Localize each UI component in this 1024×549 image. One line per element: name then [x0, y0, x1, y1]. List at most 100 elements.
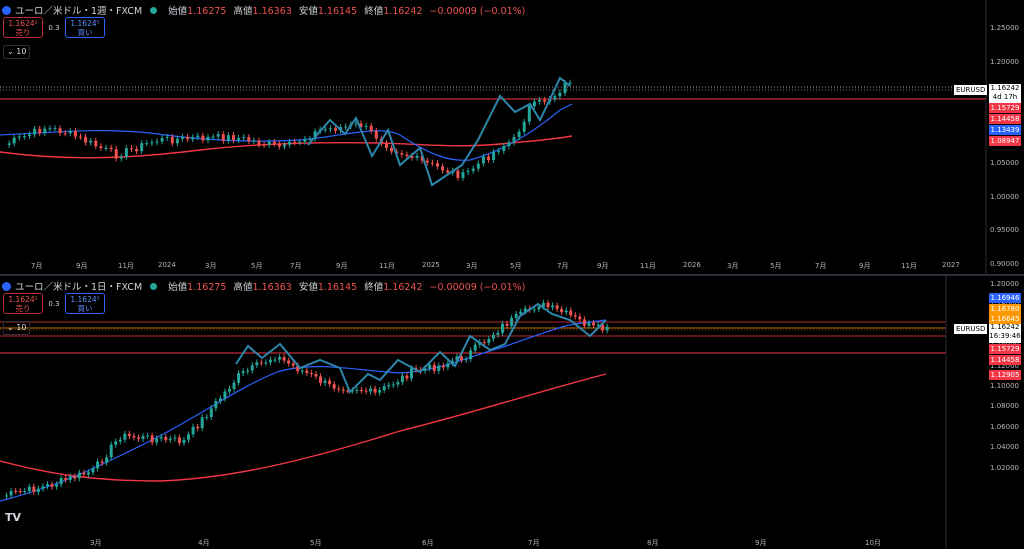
candle-body — [242, 137, 246, 139]
candle-body — [68, 476, 72, 480]
candle-body — [592, 322, 595, 326]
candle-body — [79, 136, 82, 138]
candle-body — [201, 135, 205, 141]
tradingview-logo[interactable]: TV — [5, 511, 22, 524]
weekly-chart-canvas[interactable] — [0, 0, 1024, 274]
candle-body — [118, 439, 122, 442]
candle-body — [257, 140, 261, 145]
candle-body — [160, 138, 164, 142]
candle-body — [173, 437, 177, 439]
candle-body — [313, 131, 317, 139]
candle-body — [155, 141, 159, 143]
level-price-tag: 1.16946 — [989, 293, 1021, 303]
candle-body — [99, 146, 103, 148]
candle-body — [33, 128, 37, 135]
indicators-toggle[interactable]: ⌄ 10 — [3, 45, 31, 59]
candle-body — [303, 138, 307, 142]
candle-body — [273, 359, 277, 361]
time-axis-label: 8月 — [647, 539, 659, 547]
candle-body — [446, 170, 450, 173]
time-axis-label: 3月 — [466, 262, 478, 270]
candle-body — [369, 388, 373, 392]
buy-label: 買い — [77, 28, 93, 37]
weekly-current-price: 1.16242 — [990, 84, 1020, 92]
candle-body — [250, 365, 254, 371]
sell-button[interactable]: 1.1624² 売り — [3, 17, 43, 38]
time-axis-label: 2024 — [158, 261, 176, 269]
pane-separator[interactable] — [0, 274, 1024, 276]
candle-body — [391, 384, 395, 386]
candle-body — [390, 147, 394, 152]
candle-body — [293, 141, 297, 143]
candle-body — [296, 365, 300, 372]
close-value: 1.16242 — [383, 282, 423, 293]
time-axis-label: 3月 — [90, 539, 102, 547]
price-axis-label: 1.20000 — [990, 58, 1019, 66]
candle-body — [94, 140, 98, 147]
daily-chart-pane[interactable]: ユーロ／米ドル・1日・FXCM 始値1.16275 高値1.16363 安値1.… — [0, 276, 1024, 549]
slow-moving-average-line — [0, 373, 607, 482]
candle-body — [432, 364, 436, 371]
candle-body — [38, 128, 42, 134]
candle-body — [86, 472, 90, 475]
candle-body — [337, 388, 341, 390]
price-axis-label: 1.06000 — [990, 423, 1019, 431]
candle-body — [73, 476, 77, 479]
buy-button[interactable]: 1.1624⁵ 買い — [65, 293, 105, 314]
candle-body — [446, 363, 450, 368]
candle-body — [543, 100, 547, 102]
candle-body — [428, 364, 432, 369]
candle-body — [441, 166, 445, 171]
candle-body — [181, 136, 184, 139]
candle-body — [387, 384, 391, 387]
candle-body — [53, 128, 57, 130]
candle-body — [334, 128, 337, 131]
candle-body — [505, 323, 509, 326]
candle-body — [461, 172, 465, 178]
candle-body — [211, 136, 215, 138]
high-value: 1.16363 — [252, 6, 292, 17]
candle-body — [226, 135, 230, 141]
weekly-chart-pane[interactable]: ユーロ／米ドル・1週・FXCM 始値1.16275 高値1.16363 安値1.… — [0, 0, 1024, 274]
candle-body — [109, 147, 113, 150]
level-price-tag: 1.08947 — [989, 136, 1021, 146]
candle-body — [196, 426, 200, 429]
time-axis-label: 5月 — [251, 262, 263, 270]
open-label: 始値 — [168, 282, 188, 293]
weekly-trade-buttons: 1.1624² 売り 0.3 1.1624⁵ 買い — [3, 17, 105, 38]
daily-current-price: 1.16242 — [990, 323, 1020, 331]
candle-body — [264, 362, 268, 364]
candle-body — [232, 382, 236, 389]
price-axis-label: 1.04000 — [990, 443, 1019, 451]
candle-body — [496, 332, 500, 335]
slow-moving-average-line — [0, 135, 573, 159]
time-axis-label: 3月 — [205, 262, 217, 270]
time-axis-label: 6月 — [422, 539, 434, 547]
weekly-symbol-title[interactable]: ユーロ／米ドル・1週・FXCM — [15, 6, 143, 17]
candle-body — [237, 137, 241, 141]
level-price-tag: 1.14458 — [989, 355, 1021, 365]
candle-body — [354, 123, 358, 125]
daily-symbol-title[interactable]: ユーロ／米ドル・1日・FXCM — [15, 282, 143, 293]
candle-body — [175, 138, 179, 144]
daily-chart-canvas[interactable] — [0, 276, 1024, 549]
candle-body — [456, 170, 460, 178]
candle-body — [12, 137, 16, 144]
sell-button[interactable]: 1.1624² 売り — [3, 293, 43, 314]
price-axis-label: 1.10000 — [990, 382, 1019, 390]
candle-body — [482, 341, 486, 343]
candle-body — [89, 140, 93, 143]
buy-button[interactable]: 1.1624⁵ 買い — [65, 17, 105, 38]
low-label: 安値 — [298, 282, 318, 293]
candle-body — [405, 375, 409, 379]
candle-body — [355, 389, 359, 391]
candle-body — [510, 317, 514, 326]
time-axis-label: 11月 — [379, 262, 395, 270]
candle-body — [319, 376, 322, 383]
candle-body — [114, 149, 118, 159]
candle-body — [170, 136, 174, 144]
time-axis-label: 2026 — [683, 261, 701, 269]
indicators-toggle[interactable]: ⌄ 10 — [3, 321, 31, 335]
candle-body — [221, 134, 225, 141]
candle-body — [491, 334, 495, 339]
